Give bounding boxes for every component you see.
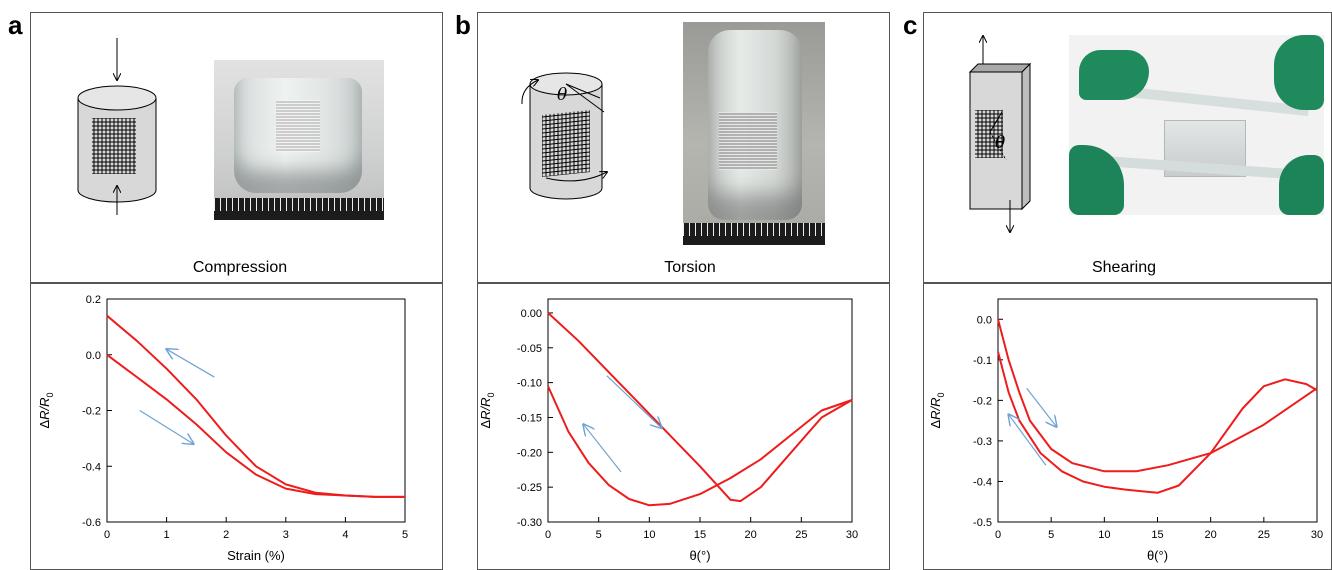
x-tick-label: 20 xyxy=(745,529,757,541)
x-tick-label: 5 xyxy=(402,529,408,541)
y-tick-label: -0.30 xyxy=(517,517,542,529)
y-tick-label: -0.15 xyxy=(517,412,542,424)
rotation-arrow-icon xyxy=(521,80,538,105)
shearing-chart: 0 5 10 15 20 25 30 0.0 -0.1 -0.2 -0.3 -0.4 -0.5 θ(°) Δ… xyxy=(928,298,1323,563)
direction-arrow-icon xyxy=(1026,387,1057,427)
y-axis-label: ΔR/R0 xyxy=(478,392,496,428)
direction-arrow-icon xyxy=(167,349,215,378)
y-tick-label: -0.20 xyxy=(517,447,542,459)
direction-arrow-icon xyxy=(139,409,194,444)
x-tick-label: 1 xyxy=(164,529,170,541)
series-line-1 xyxy=(547,312,853,503)
glove-right xyxy=(1274,35,1324,110)
compression-chart: 0 1 2 3 4 5 -0.6 -0.4 -0.2 0.0 0.2 Strain (%) ΔR/R0 xyxy=(37,294,408,563)
x-tick-label: 5 xyxy=(596,529,602,541)
series-line-2 xyxy=(547,385,853,507)
y-axis-label: ΔR/R0 xyxy=(928,392,946,428)
x-tick-label: 4 xyxy=(342,529,348,541)
slab-sample-icon: θ xyxy=(968,36,1032,232)
rotation-arrow-icon xyxy=(545,172,607,182)
y-tick-label: -0.25 xyxy=(517,482,542,494)
x-tick-label: 10 xyxy=(643,529,655,541)
x-axis-label: Strain (%) xyxy=(227,548,285,563)
y-tick-label: 0.0 xyxy=(86,350,101,362)
series-line-2 xyxy=(997,351,1318,494)
cylinder-sample-icon xyxy=(77,38,157,215)
x-tick-label: 0 xyxy=(104,529,110,541)
y-tick-label: 0.00 xyxy=(521,308,542,320)
direction-arrow-icon xyxy=(1009,415,1047,466)
direction-arrow-icon xyxy=(606,375,662,428)
theta-symbol: θ xyxy=(557,85,567,105)
x-tick-label: 5 xyxy=(1048,529,1054,541)
cylinder-sample-icon: θ xyxy=(521,72,607,200)
x-tick-label: 30 xyxy=(1311,529,1323,541)
plot-area xyxy=(997,298,1318,523)
theta-symbol: θ xyxy=(995,133,1005,153)
x-tick-label: 2 xyxy=(223,529,229,541)
x-tick-label: 10 xyxy=(1098,529,1110,541)
compression-photo xyxy=(214,60,384,220)
y-tick-label: -0.2 xyxy=(973,395,992,407)
shearing-photo xyxy=(1069,35,1324,215)
ruler xyxy=(214,198,384,220)
series-line-2 xyxy=(106,314,405,498)
caption-torsion: Torsion xyxy=(664,259,716,276)
x-tick-label: 15 xyxy=(694,529,706,541)
x-tick-label: 30 xyxy=(846,529,858,541)
y-tick-label: 0.0 xyxy=(977,314,992,326)
x-tick-label: 25 xyxy=(795,529,807,541)
panel-label-a: a xyxy=(8,10,23,40)
glove-right-lower xyxy=(1279,155,1324,215)
x-tick-label: 0 xyxy=(995,529,1001,541)
y-tick-label: -0.4 xyxy=(82,461,101,473)
y-tick-label: -0.3 xyxy=(973,436,992,448)
mesh-icon xyxy=(542,109,590,178)
x-tick-label: 3 xyxy=(283,529,289,541)
y-tick-label: -0.1 xyxy=(973,355,992,367)
x-axis-label: θ(°) xyxy=(1147,548,1168,563)
plot-area xyxy=(547,298,853,523)
y-tick-label: -0.5 xyxy=(973,517,992,529)
y-tick-label: -0.6 xyxy=(82,517,101,529)
y-tick-label: -0.2 xyxy=(82,406,101,418)
caption-shearing: Shearing xyxy=(1091,259,1157,276)
x-axis-label: θ(°) xyxy=(689,548,710,563)
mesh-icon xyxy=(92,118,136,174)
y-axis-label: ΔR/R0 xyxy=(37,392,55,428)
ruler xyxy=(683,223,825,245)
direction-arrow-icon xyxy=(583,424,622,473)
series-line-1 xyxy=(106,353,405,498)
y-tick-label: -0.05 xyxy=(517,343,542,355)
x-tick-label: 25 xyxy=(1258,529,1270,541)
torsion-photo xyxy=(683,22,825,245)
panel-label-c: c xyxy=(903,10,918,40)
series-line-1 xyxy=(997,319,1318,473)
y-tick-label: -0.4 xyxy=(973,476,992,488)
x-tick-label: 15 xyxy=(1151,529,1163,541)
caption-compression: Compression xyxy=(192,259,288,276)
torsion-chart: 0 5 10 15 20 25 30 0.00 -0.05 -0.10 -0.15 -0.20 -0.2… xyxy=(478,298,858,563)
x-tick-label: 0 xyxy=(545,529,551,541)
plot-area xyxy=(106,298,406,523)
y-tick-label: 0.2 xyxy=(86,294,101,306)
mesh-sensor xyxy=(719,112,777,170)
glove-left xyxy=(1079,50,1149,100)
y-tick-label: -0.10 xyxy=(517,378,542,390)
panel-label-b: b xyxy=(455,10,471,40)
mesh-sensor xyxy=(276,100,320,152)
x-tick-label: 20 xyxy=(1205,529,1217,541)
